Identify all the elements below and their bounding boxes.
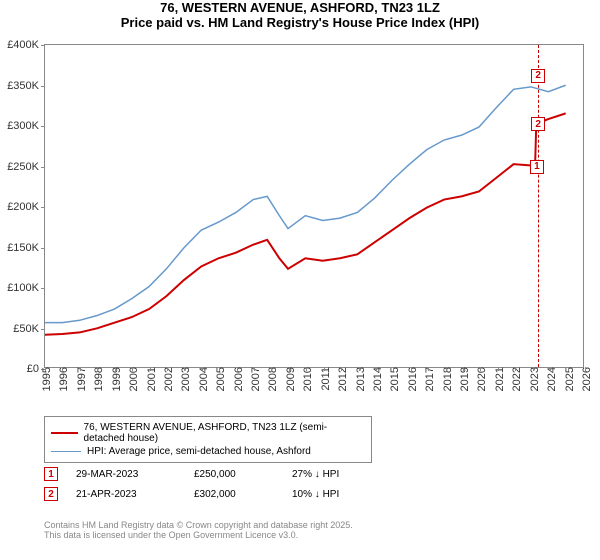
legend: 76, WESTERN AVENUE, ASHFORD, TN23 1LZ (s… bbox=[44, 416, 372, 463]
sales-row-delta: 10% ↓ HPI bbox=[292, 489, 339, 500]
legend-item: 76, WESTERN AVENUE, ASHFORD, TN23 1LZ (s… bbox=[51, 421, 365, 445]
sales-table: 1 29-MAR-2023 £250,000 27% ↓ HPI 2 21-APR-202… bbox=[44, 464, 339, 504]
sales-row-marker: 2 bbox=[44, 487, 58, 501]
sales-row: 2 21-APR-2023 £302,000 10% ↓ HPI bbox=[44, 484, 339, 504]
sale-marker-top: 2 bbox=[531, 69, 545, 83]
legend-label: 76, WESTERN AVENUE, ASHFORD, TN23 1LZ (s… bbox=[84, 422, 365, 444]
y-tick-label: £100K bbox=[7, 282, 45, 294]
y-tick-label: £200K bbox=[7, 201, 45, 213]
series-line bbox=[45, 113, 566, 334]
footer-line2: This data is licensed under the Open Gov… bbox=[44, 530, 353, 540]
sale-vline bbox=[538, 45, 539, 367]
legend-swatch bbox=[51, 432, 78, 434]
sales-row-price: £250,000 bbox=[194, 469, 274, 480]
sales-row-date: 29-MAR-2023 bbox=[76, 469, 176, 480]
sale-marker: 1 bbox=[530, 160, 544, 174]
chart-title: 76, WESTERN AVENUE, ASHFORD, TN23 1LZ Pr… bbox=[0, 0, 600, 30]
y-tick-label: £150K bbox=[7, 242, 45, 254]
sales-row-marker: 1 bbox=[44, 467, 58, 481]
sales-row: 1 29-MAR-2023 £250,000 27% ↓ HPI bbox=[44, 464, 339, 484]
y-tick-label: £350K bbox=[7, 80, 45, 92]
y-tick-label: £300K bbox=[7, 120, 45, 132]
series-line bbox=[45, 85, 566, 322]
sales-row-date: 21-APR-2023 bbox=[76, 489, 176, 500]
chart-svg bbox=[45, 45, 583, 367]
y-tick-label: £250K bbox=[7, 161, 45, 173]
title-line2: Price paid vs. HM Land Registry's House … bbox=[0, 15, 600, 30]
chart-area: £0£50K£100K£150K£200K£250K£300K£350K£400… bbox=[44, 44, 584, 368]
legend-label: HPI: Average price, semi-detached house,… bbox=[87, 446, 311, 457]
y-tick-label: £400K bbox=[7, 39, 45, 51]
legend-item: HPI: Average price, semi-detached house,… bbox=[51, 445, 365, 458]
sales-row-price: £302,000 bbox=[194, 489, 274, 500]
title-line1: 76, WESTERN AVENUE, ASHFORD, TN23 1LZ bbox=[0, 0, 600, 15]
footer-line1: Contains HM Land Registry data © Crown c… bbox=[44, 520, 353, 530]
sale-marker: 2 bbox=[531, 117, 545, 131]
footer: Contains HM Land Registry data © Crown c… bbox=[44, 520, 353, 540]
legend-swatch bbox=[51, 451, 81, 453]
sales-row-delta: 27% ↓ HPI bbox=[292, 469, 339, 480]
